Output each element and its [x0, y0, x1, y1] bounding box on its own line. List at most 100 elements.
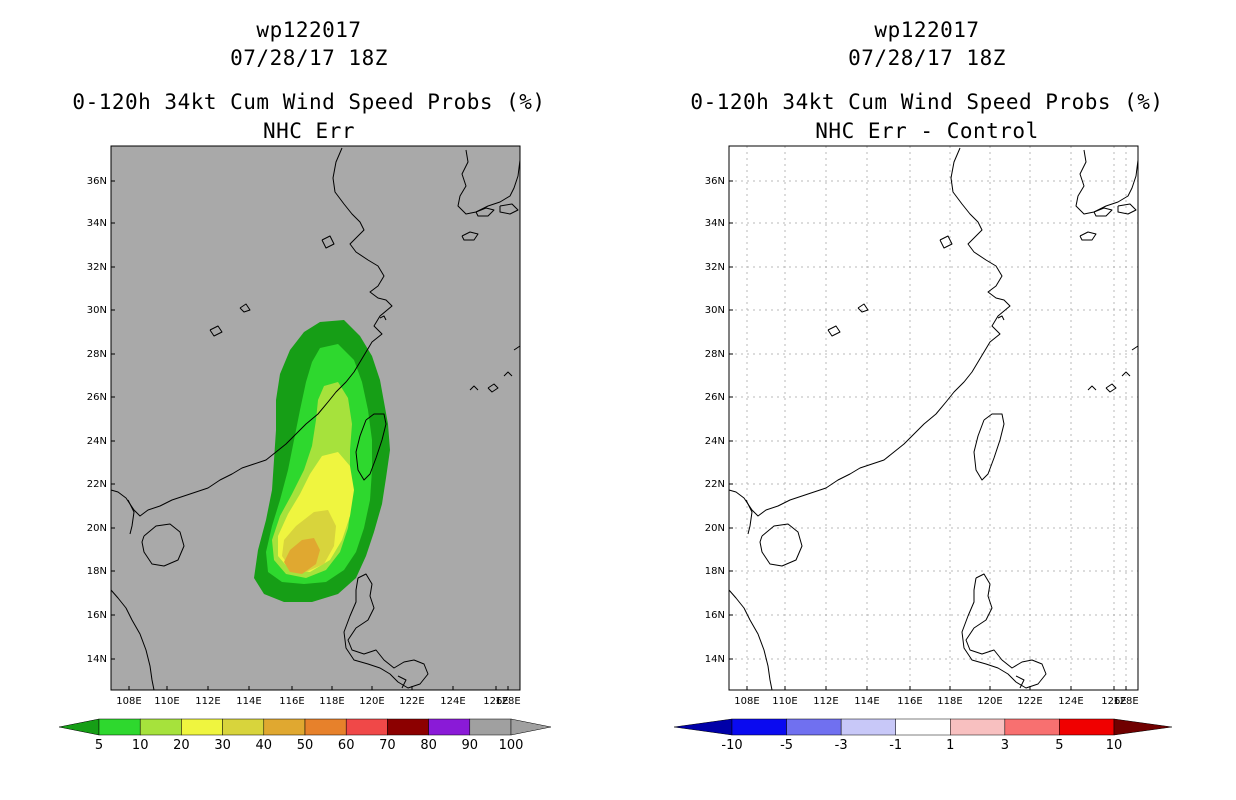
lon-label: 120E — [359, 696, 384, 707]
colorbar-box — [840, 718, 896, 736]
lon-label: 126E — [483, 696, 508, 707]
lon-label: 122E — [399, 696, 424, 707]
lat-label: 30N — [705, 305, 725, 316]
lat-label: 28N — [705, 349, 725, 360]
lat-label: 14N — [705, 654, 725, 665]
colorbar-label: 5 — [95, 738, 103, 753]
product-title: 0-120h 34kt Cum Wind Speed Probs (%) — [690, 90, 1164, 114]
storm-id-title: wp122017 — [874, 18, 980, 42]
left-panel: wp122017 07/28/17 18Z 0-120h 34kt Cum Wi… — [58, 18, 552, 753]
coastline — [1087, 385, 1097, 391]
map-area — [729, 146, 1138, 690]
lon-label: 108E — [734, 696, 759, 707]
lon-label: 122E — [1017, 696, 1042, 707]
lat-label: 34N — [87, 218, 107, 229]
colorbar-arrow-low — [673, 718, 733, 736]
coastline — [827, 325, 841, 337]
colorbar-label: 70 — [379, 738, 396, 753]
lat-label: 14N — [87, 654, 107, 665]
colorbar-box — [263, 718, 306, 736]
prob-contour-50 — [284, 538, 320, 574]
colorbar-box — [139, 718, 182, 736]
coastline — [728, 147, 1011, 517]
lat-label: 30N — [87, 305, 107, 316]
lon-label: 118E — [319, 696, 344, 707]
lat-label: 22N — [87, 479, 107, 490]
lon-label: 124E — [440, 696, 465, 707]
colorbar-box — [304, 718, 347, 736]
colorbar-label: 5 — [1055, 738, 1063, 753]
coastline — [1015, 675, 1025, 689]
lon-label: 124E — [1058, 696, 1083, 707]
colorbar-label: 60 — [338, 738, 355, 753]
colorbar-label: -10 — [721, 738, 742, 753]
lon-label: 120E — [977, 696, 1002, 707]
colorbar-box — [1059, 718, 1115, 736]
coastline — [1105, 383, 1117, 393]
coastline — [997, 315, 1005, 321]
colorbar-box — [1004, 718, 1060, 736]
coastline — [209, 325, 223, 337]
lon-label: 112E — [195, 696, 220, 707]
coastline — [939, 235, 953, 249]
product-title: 0-120h 34kt Cum Wind Speed Probs (%) — [72, 90, 546, 114]
colorbar-label: 10 — [132, 738, 149, 753]
lon-label: 110E — [772, 696, 797, 707]
lon-label: 128E — [495, 696, 520, 707]
colorbar-label: -3 — [835, 738, 848, 753]
storm-id-title: wp122017 — [256, 18, 362, 42]
coastline — [728, 589, 773, 691]
coastline — [239, 303, 251, 313]
right-panel: wp122017 07/28/17 18Z 0-120h 34kt Cum Wi… — [618, 0, 1236, 800]
colorbar-label: 100 — [499, 738, 524, 753]
coastline — [759, 523, 803, 567]
colorbar-box — [387, 718, 429, 736]
difference-map: 36N 34N 32N 30N 28N 26N 24N 22N 20N 18N 16N 14N 108E… — [705, 145, 1139, 707]
lat-label: 36N — [87, 176, 107, 187]
coastline — [469, 385, 479, 391]
colorbar-label: 3 — [1001, 738, 1009, 753]
colorbar-arrow-high — [510, 718, 552, 736]
lon-label: 112E — [813, 696, 838, 707]
coastline — [127, 499, 135, 535]
colorbar-label: -5 — [780, 738, 793, 753]
lat-label: 26N — [705, 392, 725, 403]
lat-label: 22N — [705, 479, 725, 490]
coastline — [110, 589, 155, 691]
lat-label: 18N — [87, 566, 107, 577]
colorbar-label: 40 — [256, 738, 273, 753]
colorbar-label: 10 — [1106, 738, 1123, 753]
lat-label: 16N — [87, 610, 107, 621]
coastline — [1121, 371, 1131, 377]
lat-label: 16N — [705, 610, 725, 621]
datetime-title: 07/28/17 18Z — [230, 46, 388, 70]
coastline — [857, 303, 869, 313]
lat-label: 24N — [705, 436, 725, 447]
colorbar-box — [731, 718, 787, 736]
lon-label: 114E — [236, 696, 261, 707]
lon-label: 118E — [937, 696, 962, 707]
lat-label: 32N — [87, 262, 107, 273]
colorbar-box — [181, 718, 223, 736]
coastline — [1117, 203, 1137, 215]
coastline — [1079, 231, 1097, 241]
coastline — [499, 203, 519, 215]
lon-label: 126E — [1101, 696, 1126, 707]
colorbar-label: 1 — [946, 738, 954, 753]
coastline — [487, 383, 499, 393]
colorbar-arrow-high — [1113, 718, 1173, 736]
lon-label: 110E — [154, 696, 179, 707]
colorbar-box — [786, 718, 842, 736]
lat-label: 18N — [705, 566, 725, 577]
lat-label: 26N — [87, 392, 107, 403]
subtitle: NHC Err - Control — [815, 119, 1039, 143]
datetime-title: 07/28/17 18Z — [848, 46, 1006, 70]
coastline — [397, 675, 407, 689]
colorbar-box — [222, 718, 265, 736]
coastline — [457, 149, 521, 215]
coastline — [379, 315, 387, 321]
lon-label: 116E — [279, 696, 304, 707]
coastline — [745, 499, 753, 535]
probability-colorbar: 5 10 20 30 40 50 60 70 80 90 100 — [58, 718, 552, 753]
colorbar-label: 30 — [214, 738, 231, 753]
